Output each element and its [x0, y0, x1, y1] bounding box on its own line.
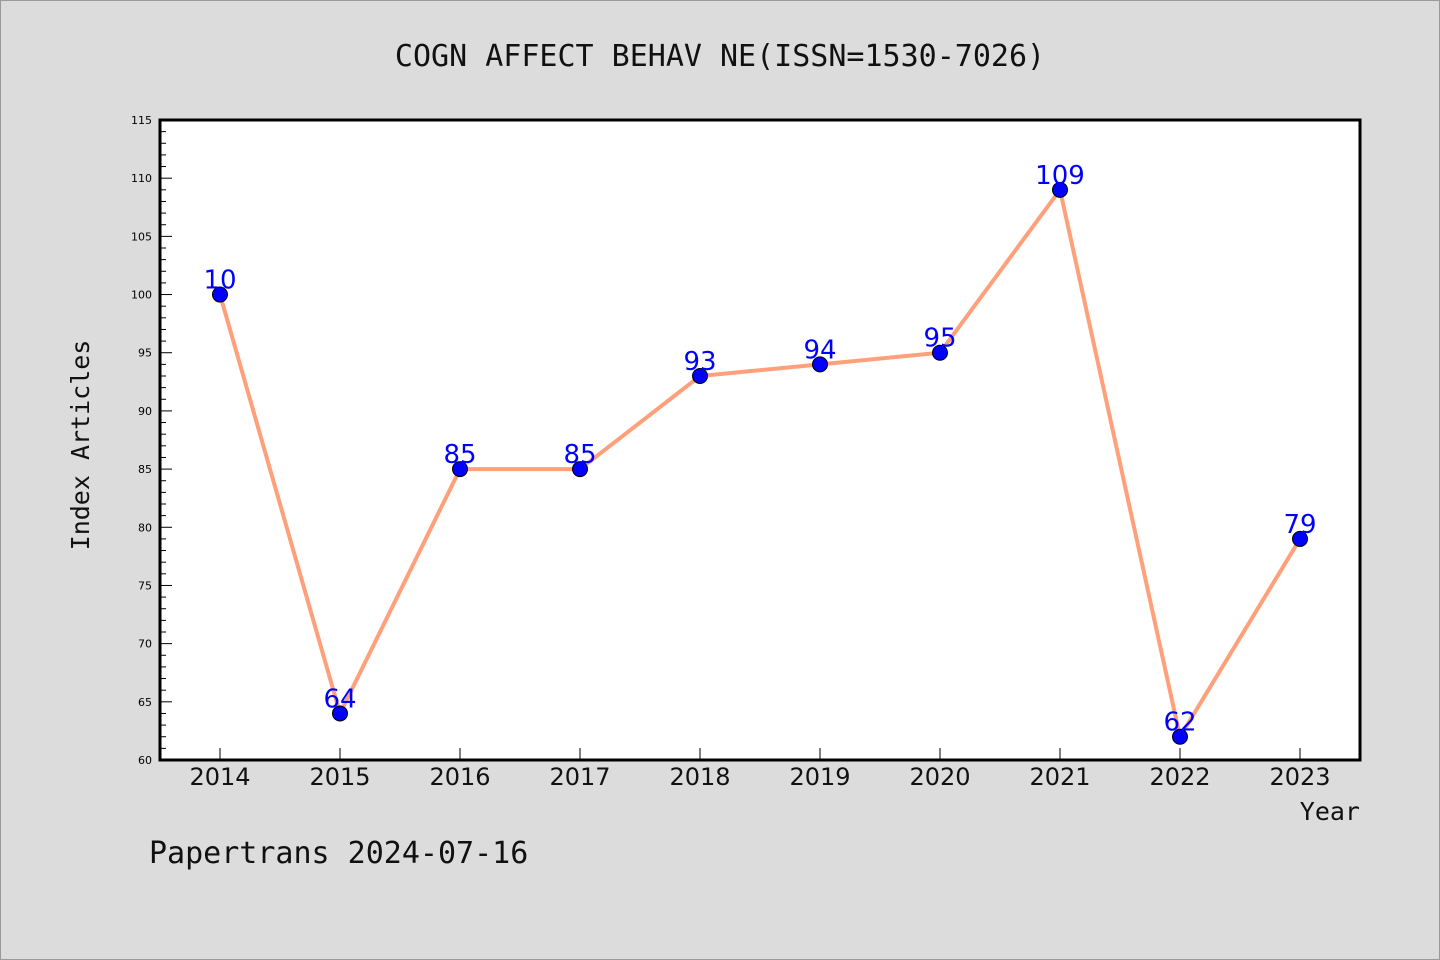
- data-point: [692, 368, 708, 384]
- y-tick-label: 60: [138, 754, 152, 767]
- data-point: [572, 461, 588, 478]
- data-point: [1172, 728, 1188, 745]
- data-label: 95: [923, 324, 956, 354]
- data-label: 109: [1035, 161, 1085, 191]
- y-axis-label: Index Articles: [66, 340, 95, 551]
- data-point: [1052, 181, 1068, 198]
- plot-area: [160, 120, 1360, 760]
- data-point: [932, 344, 948, 361]
- y-tick-label: 105: [131, 230, 152, 243]
- y-tick-label: 115: [131, 114, 152, 127]
- x-tick-label: 2019: [789, 763, 850, 791]
- y-tick-label: 75: [138, 579, 152, 592]
- y-tick-label: 100: [131, 289, 152, 302]
- chart-title: COGN AFFECT BEHAV NE(ISSN=1530-7026): [395, 39, 1045, 74]
- y-tick-label: 90: [138, 405, 152, 418]
- data-point: [212, 286, 228, 303]
- x-axis-label: Year: [1300, 797, 1360, 826]
- x-tick-label: 2021: [1029, 763, 1090, 791]
- data-label: 64: [323, 684, 356, 714]
- x-tick-label: 2022: [1149, 763, 1210, 791]
- data-label: 62: [1163, 708, 1196, 738]
- data-point: [452, 461, 468, 478]
- x-tick-label: 2023: [1269, 763, 1330, 791]
- data-label: 85: [443, 440, 476, 470]
- x-axis: 2014 2015 2016 2017 2018 2019 2020 2021 2022 2023: [189, 748, 1331, 791]
- y-tick-label: 70: [138, 638, 152, 651]
- series-line: [218, 187, 1302, 739]
- data-markers: [212, 181, 1308, 745]
- x-tick-label: 2015: [309, 763, 370, 791]
- x-tick-label: 2020: [909, 763, 970, 791]
- data-point: [332, 705, 348, 722]
- x-tick-label: 2017: [549, 763, 610, 791]
- data-label: 93: [683, 347, 716, 377]
- y-tick-label: 95: [138, 347, 152, 360]
- data-label: 85: [563, 440, 596, 470]
- data-label: 94: [803, 335, 836, 365]
- plot-border: [158, 118, 1362, 762]
- data-labels: 10 64 85 85 93 94 95 109 62 79: [203, 161, 1316, 738]
- data-point: [812, 356, 828, 373]
- x-tick-label: 2014: [189, 763, 250, 791]
- y-tick-label: 80: [138, 521, 152, 534]
- data-label: 10: [203, 266, 236, 296]
- footer-credit: Papertrans 2024-07-16: [149, 836, 528, 871]
- y-tick-label: 110: [131, 172, 152, 185]
- y-tick-label: 85: [138, 463, 152, 476]
- data-point: [1292, 530, 1308, 547]
- data-label: 79: [1283, 510, 1316, 540]
- x-tick-label: 2016: [429, 763, 490, 791]
- y-tick-label: 65: [138, 696, 152, 709]
- x-tick-label: 2018: [669, 763, 730, 791]
